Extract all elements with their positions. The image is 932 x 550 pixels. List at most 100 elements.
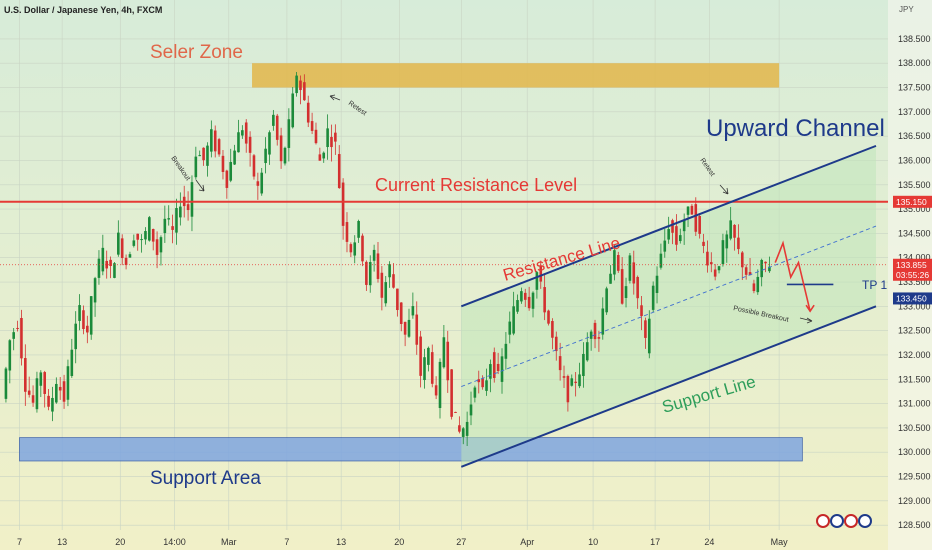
- candle-body: [368, 262, 372, 286]
- y-tick-label: 128.500: [898, 520, 931, 530]
- candle-body: [113, 263, 116, 278]
- support-area-box: [19, 437, 803, 462]
- candle-body: [74, 323, 77, 350]
- candle-body: [740, 252, 744, 268]
- candle-body: [407, 319, 411, 337]
- candle-body: [12, 332, 15, 339]
- channel-title: Upward Channel: [706, 115, 885, 142]
- candle-body: [706, 251, 709, 266]
- candle-body: [671, 220, 674, 233]
- candle-body: [628, 255, 632, 281]
- candle-body: [47, 395, 50, 407]
- candle-body: [233, 150, 236, 165]
- candle-body: [326, 128, 329, 148]
- overlays: [0, 144, 888, 528]
- candle-body: [396, 288, 399, 311]
- candle-body: [291, 93, 295, 128]
- candle-body: [206, 145, 209, 166]
- x-tick-label: May: [771, 537, 789, 547]
- candle-body: [241, 130, 244, 136]
- price-axis[interactable]: 128.500 129.000 129.500 130.000 130.500 131.0…: [888, 0, 932, 550]
- seller-zone-label: Seler Zone: [150, 42, 243, 63]
- candle-body: [647, 318, 651, 354]
- candle-body: [190, 182, 194, 217]
- candle-body: [136, 233, 140, 240]
- candle-body: [388, 264, 391, 278]
- candle-body: [504, 343, 508, 359]
- candle-body: [310, 121, 314, 131]
- candle-body: [756, 276, 760, 293]
- candle-body: [535, 272, 539, 290]
- currency-label: JPY: [899, 5, 914, 14]
- price-tag-label: 03:55:26: [896, 270, 929, 280]
- candle-body: [461, 428, 465, 437]
- y-tick-label: 137.500: [898, 83, 931, 93]
- candle-body: [500, 356, 504, 382]
- candle-body: [287, 119, 291, 148]
- symbol-title: U.S. Dollar / Japanese Yen, 4h, FXCM: [4, 5, 162, 15]
- candle-body: [345, 222, 349, 242]
- candle-body: [640, 305, 643, 317]
- candle-body: [686, 206, 690, 215]
- retest-arrow: [329, 94, 341, 101]
- candle-body: [244, 122, 248, 144]
- candle-body: [764, 261, 767, 264]
- y-tick-label: 137.000: [898, 107, 931, 117]
- candle-body: [698, 216, 701, 234]
- candle-body: [248, 136, 252, 153]
- candle-body: [450, 369, 453, 417]
- candle-body: [70, 349, 74, 376]
- x-tick-label: 14:00: [163, 537, 186, 547]
- candle-body: [365, 261, 368, 285]
- candle-body: [709, 262, 713, 265]
- flag-icon: [830, 514, 844, 528]
- y-tick-label: 135.000: [898, 204, 931, 214]
- candle-body: [523, 292, 527, 300]
- candle-body: [632, 262, 636, 284]
- candle-body: [616, 255, 620, 271]
- candle-body: [175, 208, 178, 233]
- candle-body: [733, 224, 736, 238]
- y-tick-label: 136.000: [898, 155, 931, 165]
- price-tag-label: 135.150: [896, 197, 927, 207]
- possible-breakout-arrow: [799, 317, 813, 324]
- projected-path: [774, 240, 811, 312]
- candle-body: [547, 310, 550, 324]
- candle-body: [678, 235, 682, 242]
- candle-body: [306, 102, 310, 123]
- candle-body: [295, 75, 298, 94]
- candle-body: [570, 378, 574, 386]
- projected-arrow-head: [805, 304, 815, 313]
- zones: [19, 63, 876, 467]
- y-tick-label: 138.500: [898, 34, 931, 44]
- candle-body: [562, 376, 566, 378]
- x-tick-label: Mar: [221, 537, 237, 547]
- candle-body: [574, 381, 577, 384]
- candle-body: [508, 321, 512, 335]
- candle-body: [202, 147, 205, 161]
- candle-body: [496, 363, 500, 372]
- candle-body: [748, 272, 752, 276]
- x-tick-label: 7: [284, 537, 289, 547]
- candle-body: [485, 380, 488, 391]
- candle-body: [539, 266, 543, 282]
- candle-body: [117, 232, 120, 255]
- x-tick-label: 20: [394, 537, 404, 547]
- candle-body: [62, 381, 66, 402]
- y-tick-label: 132.000: [898, 350, 931, 360]
- candle-body: [384, 282, 388, 304]
- candle-body: [283, 147, 287, 164]
- candle-body: [167, 218, 171, 220]
- time-axis[interactable]: 7 13 20 14:00 Mar 7 13 20 27 Apr 10 17 24 May: [17, 537, 788, 547]
- price-tag-label: 133.450: [896, 293, 927, 303]
- candle-body: [644, 320, 647, 338]
- y-tick-label: 130.500: [898, 423, 931, 433]
- candle-body: [159, 237, 163, 253]
- y-tick-label: 133.000: [898, 301, 931, 311]
- candle-body: [605, 288, 608, 313]
- y-tick-label: 129.500: [898, 472, 931, 482]
- x-tick-label: 27: [456, 537, 466, 547]
- y-tick-label: 135.500: [898, 180, 931, 190]
- candle-body: [768, 266, 771, 272]
